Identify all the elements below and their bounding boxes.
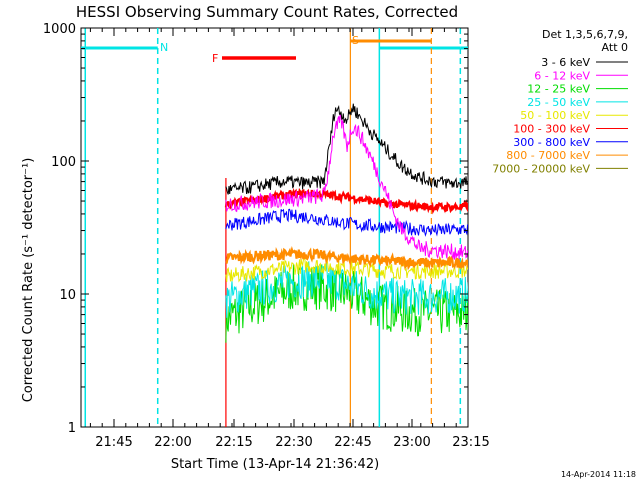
chart-title: HESSI Observing Summary Count Rates, Cor…: [76, 3, 458, 21]
legend-label: 300 - 800 keV: [513, 136, 590, 149]
plot-frame: [80, 27, 469, 428]
legend-label: 6 - 12 keV: [534, 69, 590, 82]
legend-label: 3 - 6 keV: [541, 56, 590, 69]
series-line-800-7000keV: [225, 246, 468, 271]
y-tick-label: 1: [68, 421, 76, 436]
x-tick-label: 22:00: [154, 435, 191, 450]
x-tick-label: 23:00: [393, 435, 430, 450]
x-tick-label: 23:15: [452, 435, 489, 450]
footer-date: 14-Apr-2014 11:18: [561, 470, 636, 479]
legend-label: 7000 - 20000 keV: [492, 162, 590, 175]
x-axis-label: Start Time (13-Apr-14 21:36:42): [171, 457, 379, 472]
series-line-12-25keV: [225, 264, 468, 343]
legend-title: Det 1,3,5,6,7,9,: [542, 28, 628, 41]
x-tick-label: 22:30: [275, 435, 312, 450]
series-line-300-800keV: [225, 208, 468, 237]
series-line-25-50keV: [225, 261, 468, 318]
x-tick-label: 21:45: [95, 435, 132, 450]
y-tick-label: 10: [59, 288, 76, 303]
legend-label: 100 - 300 keV: [513, 123, 590, 136]
legend-label: 25 - 50 keV: [527, 96, 590, 109]
x-tick-label: 22:15: [215, 435, 252, 450]
series-line-6-12keV: [225, 112, 468, 260]
y-tick-label: 1000: [43, 22, 76, 37]
marker-label-S: S: [352, 34, 359, 47]
series-line-3-6keV: [225, 103, 468, 195]
y-axis-label: Corrected Count Rate (s⁻¹ detector⁻¹): [21, 158, 36, 403]
series-line-50-100keV: [225, 257, 468, 283]
y-tick-label: 100: [51, 155, 76, 170]
x-tick-label: 22:45: [334, 435, 371, 450]
legend-subtitle: Att 0: [602, 41, 628, 54]
marker-label-N: N: [160, 41, 168, 54]
legend-label: 50 - 100 keV: [520, 109, 590, 122]
legend-label: 800 - 7000 keV: [506, 149, 590, 162]
series-line-100-300keV: [224, 187, 468, 215]
marker-label-F: F: [212, 52, 218, 65]
legend-label: 12 - 25 keV: [527, 83, 590, 96]
